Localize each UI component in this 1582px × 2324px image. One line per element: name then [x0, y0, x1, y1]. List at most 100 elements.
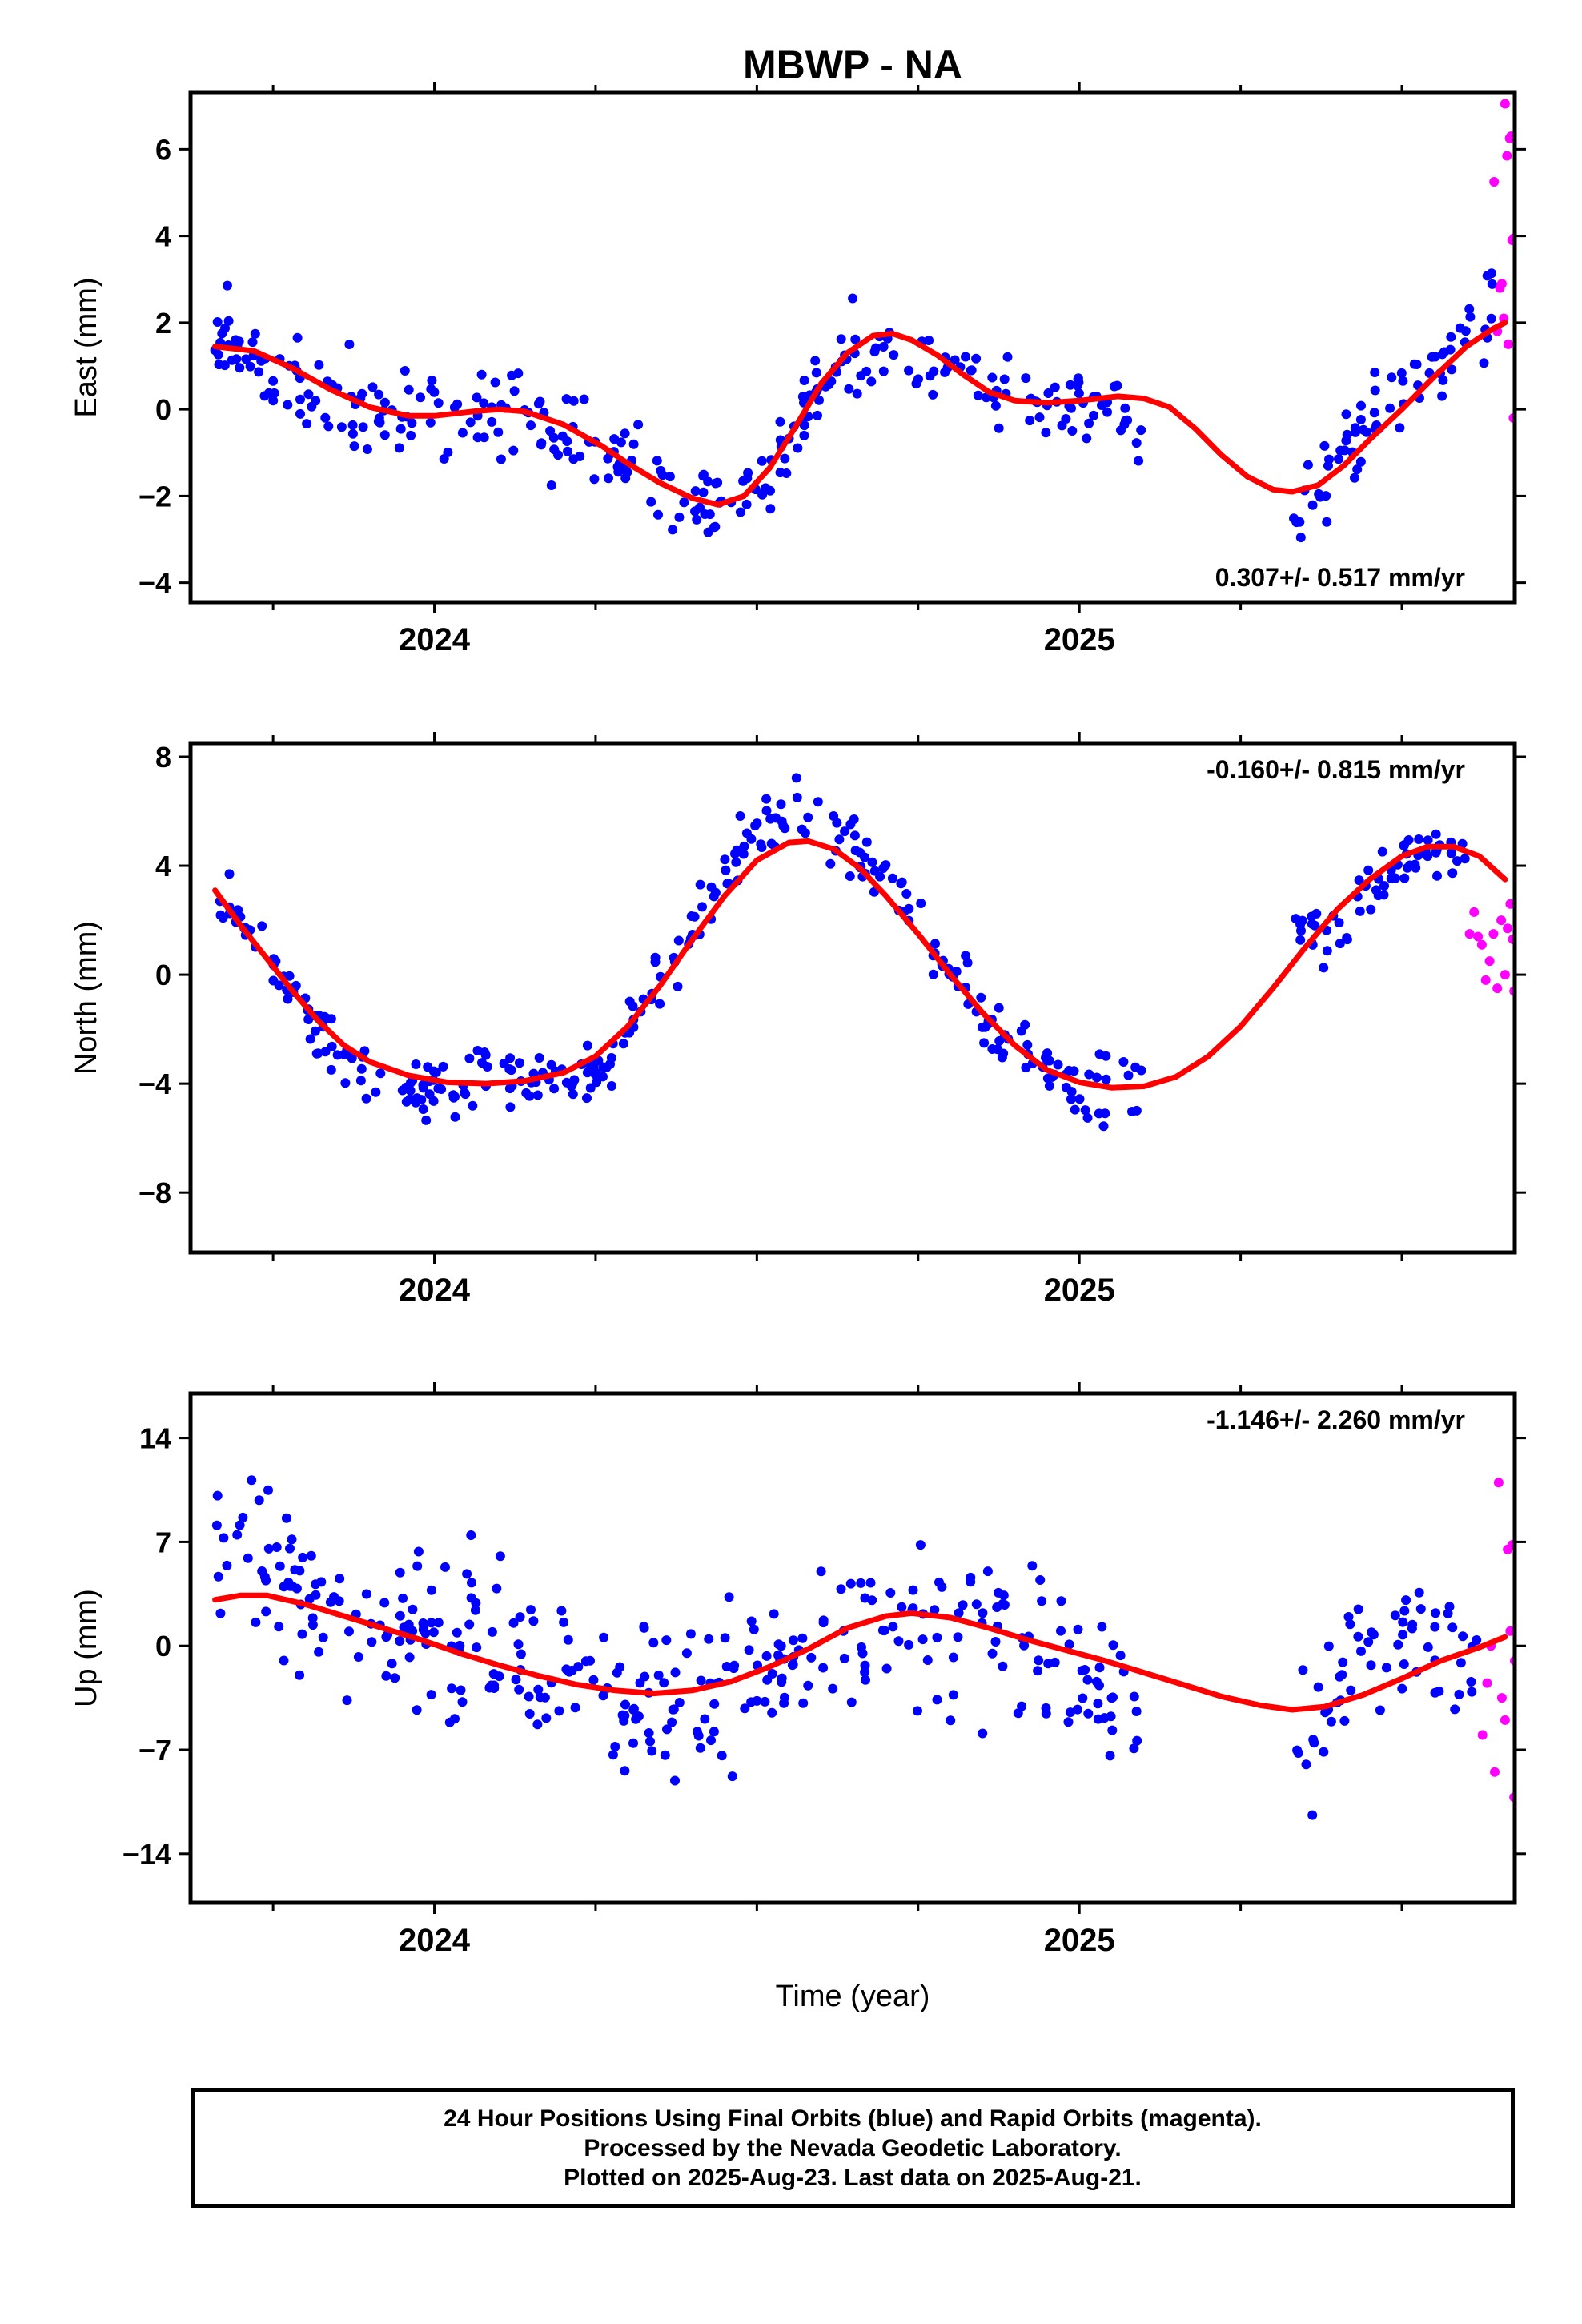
final-orbit-point	[1355, 906, 1365, 916]
final-orbit-point	[1342, 933, 1352, 943]
final-orbit-point	[771, 813, 781, 823]
y-tick-label: 0	[155, 959, 171, 991]
final-orbit-point	[766, 838, 777, 849]
rapid-orbit-point	[1477, 1730, 1488, 1740]
final-orbit-point	[1131, 438, 1142, 448]
final-orbit-point	[1034, 1655, 1044, 1666]
final-orbit-point	[620, 1699, 630, 1710]
final-orbit-point	[799, 376, 809, 385]
final-orbit-point	[407, 418, 417, 428]
final-orbit-point	[1343, 1612, 1354, 1622]
final-orbit-point	[865, 1578, 876, 1588]
final-orbit-point	[250, 328, 260, 339]
final-orbit-point	[1373, 891, 1383, 901]
final-orbit-point	[709, 522, 719, 533]
final-orbit-point	[727, 1771, 737, 1782]
final-orbit-point	[668, 525, 678, 535]
final-orbit-point	[1464, 304, 1475, 314]
up-panel: −14 −7 0 7 14 2024 2025 Up (mm) -1.146+/- 2.260 …	[70, 1382, 1526, 1958]
final-orbit-point	[1431, 847, 1441, 858]
final-orbit-point	[472, 432, 483, 443]
final-orbit-point	[720, 1633, 730, 1643]
final-orbit-point	[657, 470, 668, 480]
north-y-axis-label: North (mm)	[70, 921, 103, 1075]
y-tick-label: 6	[155, 133, 171, 166]
final-orbit-point	[598, 1691, 608, 1701]
final-orbit-point	[355, 1076, 366, 1086]
final-orbit-point	[487, 416, 497, 427]
final-orbit-point	[1369, 408, 1379, 418]
final-orbit-point	[749, 1624, 759, 1634]
final-orbit-point	[608, 1750, 618, 1760]
final-orbit-point	[238, 1512, 248, 1522]
final-orbit-point	[1082, 433, 1092, 444]
final-orbit-point	[1061, 1082, 1071, 1092]
final-orbit-point	[849, 830, 860, 841]
final-orbit-point	[743, 468, 753, 478]
final-orbit-point	[379, 397, 390, 408]
final-orbit-point	[418, 1104, 428, 1114]
final-orbit-point	[396, 424, 406, 434]
final-orbit-point	[231, 354, 242, 364]
final-orbit-point	[889, 350, 899, 360]
final-orbit-point	[1319, 1747, 1329, 1757]
final-orbit-point	[994, 423, 1004, 433]
final-orbit-point	[546, 480, 556, 490]
final-orbit-point	[1108, 1640, 1118, 1651]
final-orbit-point	[1355, 415, 1366, 424]
east-model-curve	[212, 320, 1508, 508]
final-orbit-point	[990, 1637, 1001, 1647]
final-orbit-point	[813, 797, 823, 807]
final-orbit-point	[1066, 1094, 1076, 1104]
final-orbit-point	[860, 1667, 870, 1677]
final-orbit-point	[1411, 360, 1422, 369]
final-orbit-point	[695, 1743, 705, 1753]
final-orbit-point	[881, 1663, 892, 1674]
final-orbit-point	[628, 1738, 638, 1748]
final-orbit-point	[504, 1064, 515, 1074]
final-orbit-point	[836, 1584, 846, 1594]
final-orbit-point	[404, 384, 414, 395]
final-orbit-point	[1335, 939, 1345, 949]
final-orbit-point	[263, 1543, 274, 1554]
final-orbit-point	[559, 1617, 569, 1627]
final-orbit-point	[563, 1634, 573, 1645]
final-orbit-point	[1353, 1604, 1363, 1614]
final-orbit-point	[846, 1697, 857, 1707]
final-orbit-point	[773, 1639, 784, 1650]
final-orbit-point	[697, 902, 707, 912]
final-orbit-point	[998, 1590, 1009, 1601]
final-orbit-point	[505, 1102, 516, 1112]
final-orbit-point	[307, 401, 317, 412]
final-orbit-point	[329, 1592, 339, 1602]
final-orbit-point	[427, 376, 437, 386]
final-orbit-point	[917, 1634, 928, 1645]
final-orbit-point	[1465, 312, 1476, 322]
final-orbit-point	[867, 857, 877, 867]
final-orbit-point	[534, 1053, 544, 1063]
final-orbit-point	[798, 1698, 809, 1708]
rapid-orbit-point	[1500, 970, 1510, 980]
final-orbit-point	[881, 860, 891, 870]
final-orbit-point	[653, 509, 663, 520]
final-orbit-point	[1438, 375, 1448, 385]
final-orbit-point	[283, 994, 293, 1004]
final-orbit-point	[421, 1115, 432, 1125]
final-orbit-point	[646, 497, 656, 507]
final-orbit-point	[1444, 1602, 1455, 1612]
final-orbit-point	[856, 371, 866, 381]
rapid-orbit-point	[1496, 279, 1507, 289]
final-orbit-point	[954, 1608, 964, 1618]
final-orbit-point	[686, 911, 697, 921]
final-orbit-point	[1025, 416, 1035, 426]
final-orbit-point	[303, 389, 314, 400]
y-tick-label: 7	[155, 1526, 171, 1558]
final-orbit-point	[982, 1566, 993, 1577]
final-orbit-point	[721, 1662, 732, 1671]
final-orbit-point	[793, 443, 803, 453]
final-orbit-point	[1415, 1604, 1426, 1614]
final-orbit-point	[464, 1053, 475, 1063]
final-orbit-point	[932, 1632, 942, 1642]
final-orbit-point	[709, 1699, 720, 1709]
final-orbit-point	[1414, 834, 1424, 844]
